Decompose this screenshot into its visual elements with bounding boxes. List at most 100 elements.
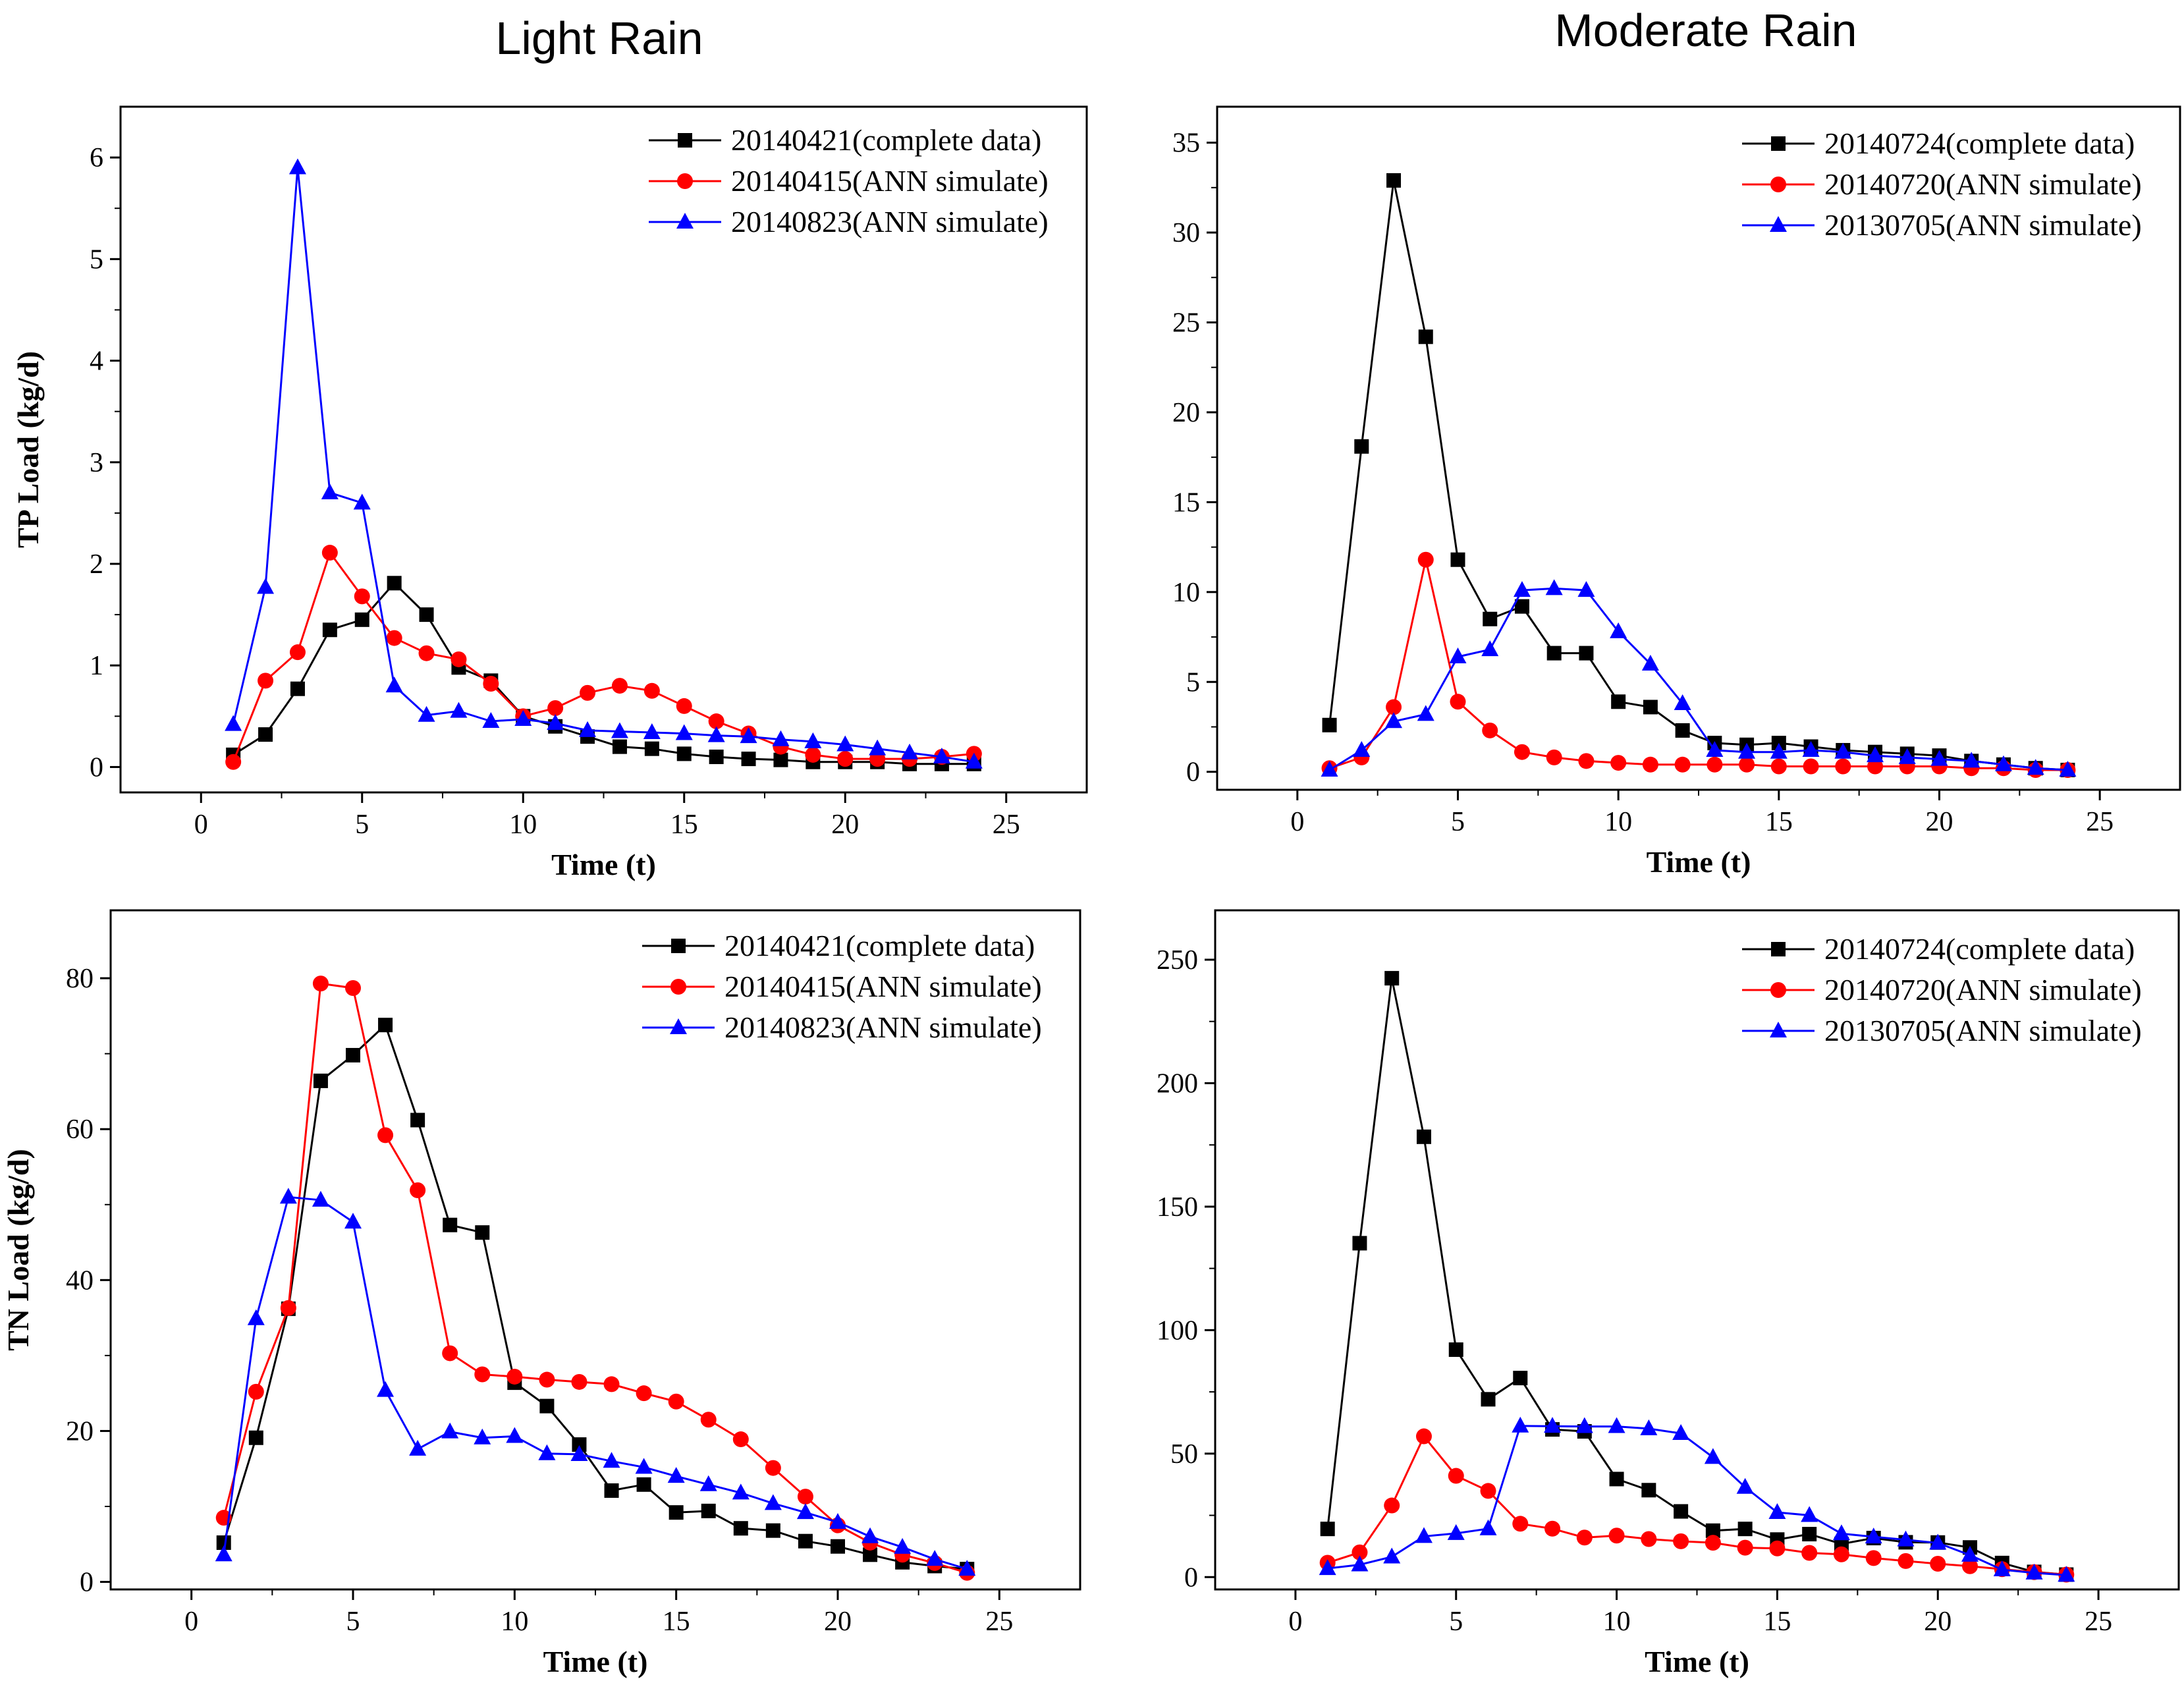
data-point: [1704, 1448, 1722, 1464]
y-tick-label: 150: [1157, 1192, 1198, 1223]
data-point: [312, 976, 329, 992]
y-tick-label: 0: [1186, 758, 1200, 788]
legend-marker: [1770, 1022, 1787, 1037]
data-point: [1386, 699, 1402, 715]
y-tick-label: 60: [66, 1115, 94, 1145]
data-point: [1320, 1522, 1335, 1537]
data-point: [258, 673, 274, 689]
data-point: [700, 1412, 717, 1428]
data-point: [699, 1475, 717, 1491]
x-tick-label: 20: [1924, 1607, 1952, 1637]
data-point: [1993, 1560, 2011, 1577]
data-point: [570, 1445, 588, 1461]
y-tick-label: 0: [90, 752, 103, 783]
data-point: [740, 727, 757, 744]
data-point: [1386, 173, 1402, 188]
data-point: [1383, 1547, 1401, 1564]
series-2: [215, 1188, 976, 1576]
data-point: [354, 612, 369, 627]
data-point: [1415, 1527, 1433, 1543]
data-point: [474, 1428, 491, 1445]
data-point: [798, 1533, 813, 1549]
data-point: [1418, 329, 1433, 344]
data-point: [1739, 756, 1755, 773]
x-tick-label: 10: [1603, 1607, 1631, 1637]
data-point: [733, 1521, 748, 1536]
data-point: [2058, 1566, 2075, 1582]
data-point: [1514, 599, 1529, 614]
data-point: [279, 1188, 297, 1204]
data-point: [1672, 1424, 1690, 1441]
series-line: [1327, 1434, 2067, 1576]
column-title-moderate-rain: Moderate Rain: [1554, 5, 1857, 56]
legend-label: 20140823(ANN simulate): [731, 205, 1049, 238]
y-tick-label: 0: [1184, 1562, 1198, 1593]
data-point: [1768, 1503, 1786, 1520]
x-tick-label: 0: [1290, 807, 1304, 837]
data-point: [1930, 1556, 1946, 1572]
data-point: [1770, 742, 1788, 759]
legend-entry: 20140823(ANN simulate): [649, 205, 1049, 238]
data-point: [506, 1368, 523, 1385]
data-point: [1643, 700, 1658, 715]
data-point: [612, 739, 627, 754]
data-point: [1674, 694, 1691, 711]
data-point: [1833, 1546, 1849, 1562]
data-point: [667, 1467, 685, 1483]
data-point: [344, 1213, 362, 1229]
data-point: [796, 1503, 814, 1520]
data-point: [216, 1535, 231, 1550]
data-point: [1417, 705, 1434, 721]
data-point: [288, 158, 306, 175]
data-point: [1544, 1520, 1561, 1537]
data-point: [346, 1047, 360, 1062]
data-point: [475, 1225, 490, 1240]
data-point: [1769, 1540, 1786, 1556]
data-point: [1802, 1527, 1817, 1542]
data-point: [1867, 758, 1884, 775]
y-tick-label: 50: [1170, 1439, 1198, 1470]
series-1: [215, 976, 975, 1581]
data-point: [1867, 746, 1884, 763]
data-point: [450, 702, 468, 718]
legend-marker: [677, 173, 693, 189]
x-axis-title: Time (t): [543, 1645, 648, 1678]
series-line: [1329, 559, 2068, 771]
x-tick-label: 5: [1449, 1607, 1463, 1637]
data-point: [1835, 758, 1851, 775]
data-point: [1481, 1392, 1496, 1407]
data-point: [1611, 694, 1626, 709]
data-point: [482, 712, 500, 729]
series-line: [1327, 1425, 2067, 1576]
data-point: [312, 1190, 329, 1207]
data-point: [676, 698, 692, 714]
data-point: [409, 1439, 427, 1456]
data-point: [1512, 1416, 1529, 1433]
data-point: [1384, 1497, 1400, 1514]
y-axis-title: TN Load (kg/d): [1, 1149, 35, 1351]
data-point: [247, 1309, 265, 1325]
x-tick-label: 25: [993, 810, 1020, 840]
x-tick-label: 25: [985, 1607, 1013, 1637]
data-point: [547, 714, 564, 730]
legend-label: 20130705(ANN simulate): [1824, 1014, 2142, 1047]
data-point: [1738, 742, 1756, 759]
series-0: [1322, 173, 2075, 777]
data-point: [1961, 1545, 1979, 1562]
legend-marker: [670, 979, 686, 995]
legend-marker: [1771, 942, 1786, 956]
y-tick-label: 5: [90, 244, 103, 275]
data-point: [635, 1458, 653, 1474]
data-point: [248, 1383, 264, 1400]
y-tick-label: 20: [1172, 398, 1200, 428]
legend-marker: [671, 939, 686, 953]
data-point: [1737, 1522, 1753, 1537]
data-point: [1641, 1483, 1656, 1498]
data-point: [1352, 1236, 1367, 1251]
data-point: [1449, 647, 1467, 664]
y-tick-label: 80: [66, 964, 94, 994]
series-line: [1326, 978, 2067, 1576]
data-point: [1610, 755, 1627, 771]
data-point: [837, 751, 854, 767]
